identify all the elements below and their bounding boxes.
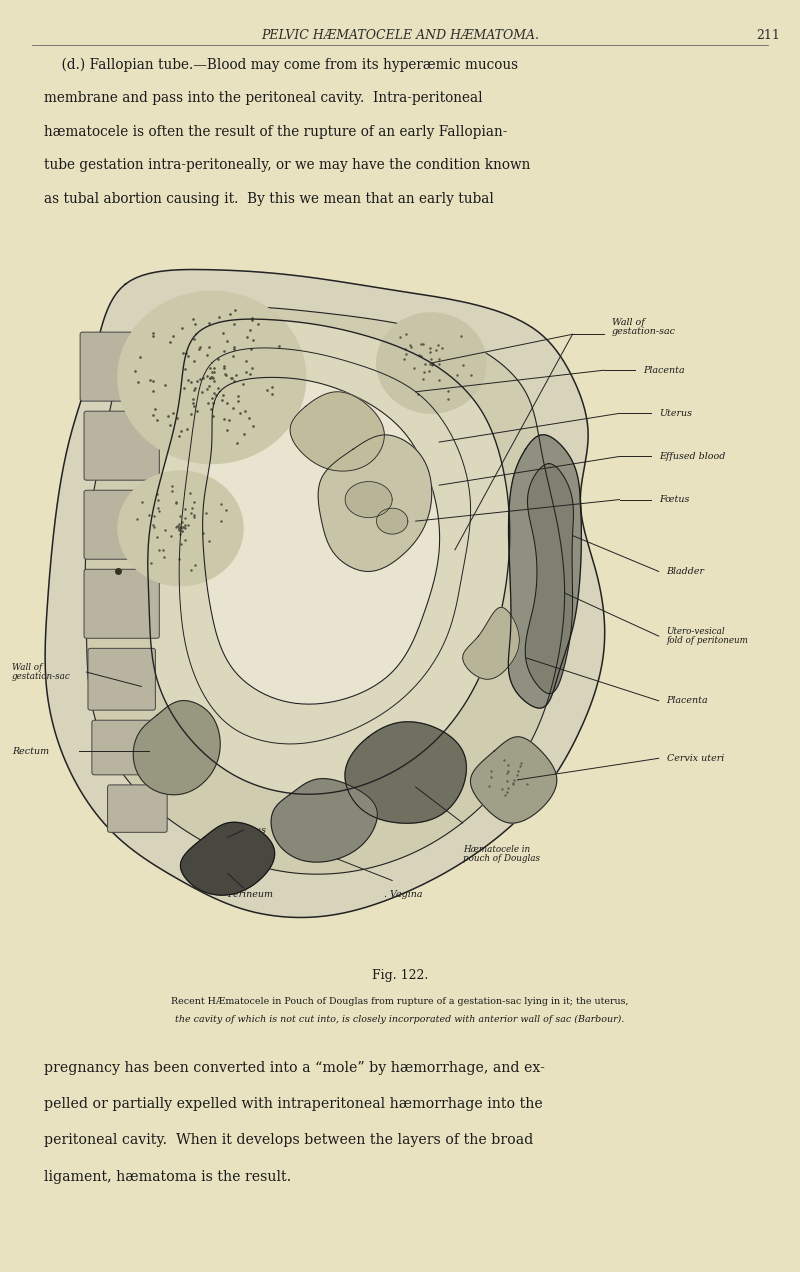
Polygon shape: [377, 509, 408, 534]
Text: pelled or partially expelled with intraperitoneal hæmorrhage into the: pelled or partially expelled with intrap…: [44, 1096, 542, 1112]
Text: Utero-vesical
fold of peritoneum: Utero-vesical fold of peritoneum: [666, 627, 749, 645]
Text: ligament, hæmatoma is the result.: ligament, hæmatoma is the result.: [44, 1170, 291, 1184]
Text: as tubal abortion causing it.  By this we mean that an early tubal: as tubal abortion causing it. By this we…: [44, 192, 494, 206]
Polygon shape: [462, 607, 519, 679]
Text: Anus: Anus: [243, 826, 267, 834]
Text: Wall of
gestation-sac: Wall of gestation-sac: [612, 318, 676, 337]
Polygon shape: [86, 305, 565, 874]
FancyBboxPatch shape: [84, 411, 159, 480]
Circle shape: [118, 471, 243, 586]
FancyBboxPatch shape: [84, 570, 159, 639]
FancyBboxPatch shape: [80, 332, 163, 401]
Text: Perineum: Perineum: [227, 890, 274, 899]
Text: 211: 211: [756, 28, 780, 42]
Text: tube gestation intra-peritoneally, or we may have the condition known: tube gestation intra-peritoneally, or we…: [44, 158, 530, 173]
Text: Fig. 122.: Fig. 122.: [372, 969, 428, 982]
Text: (d.) Fallopian tube.—Blood may come from its hyperæmic mucous: (d.) Fallopian tube.—Blood may come from…: [44, 57, 518, 71]
FancyBboxPatch shape: [92, 720, 151, 775]
Polygon shape: [526, 463, 574, 693]
Polygon shape: [134, 701, 220, 795]
Text: the cavity of which is not cut into, is closely incorporated with anterior wall : the cavity of which is not cut into, is …: [175, 1015, 625, 1024]
FancyBboxPatch shape: [107, 785, 167, 832]
Polygon shape: [45, 270, 605, 917]
Text: Wall of
gestation-sac: Wall of gestation-sac: [12, 663, 70, 682]
Polygon shape: [470, 736, 557, 823]
Polygon shape: [318, 435, 432, 571]
Text: Hæmatocele in
pouch of Douglas: Hæmatocele in pouch of Douglas: [462, 845, 540, 864]
Polygon shape: [148, 319, 510, 794]
Circle shape: [377, 313, 486, 413]
Polygon shape: [345, 721, 466, 823]
Text: PELVIC HÆMATOCELE AND HÆMATOMA.: PELVIC HÆMATOCELE AND HÆMATOMA.: [261, 28, 539, 42]
Text: Bladder: Bladder: [666, 567, 705, 576]
Text: pregnancy has been converted into a “mole” by hæmorrhage, and ex-: pregnancy has been converted into a “mol…: [44, 1061, 545, 1075]
Polygon shape: [271, 778, 378, 862]
Text: Effused blood: Effused blood: [658, 452, 725, 460]
Text: Uterus: Uterus: [658, 408, 692, 417]
Text: . Vagina: . Vagina: [384, 890, 423, 899]
Polygon shape: [181, 822, 274, 895]
Text: hæmatocele is often the result of the rupture of an early Fallopian-: hæmatocele is often the result of the ru…: [44, 125, 507, 139]
Polygon shape: [345, 482, 392, 518]
Polygon shape: [290, 392, 384, 471]
Text: Cervix uteri: Cervix uteri: [666, 754, 724, 763]
FancyBboxPatch shape: [84, 490, 159, 560]
Text: Recent HÆmatocele in Pouch of Douglas from rupture of a gestation-sac lying in i: Recent HÆmatocele in Pouch of Douglas fr…: [171, 997, 629, 1006]
Text: Fœtus: Fœtus: [658, 495, 689, 504]
Text: Placenta: Placenta: [643, 366, 685, 375]
Text: peritoneal cavity.  When it develops between the layers of the broad: peritoneal cavity. When it develops betw…: [44, 1133, 534, 1147]
Text: Rectum: Rectum: [12, 747, 49, 756]
Polygon shape: [508, 435, 582, 709]
Text: Placenta: Placenta: [666, 696, 708, 705]
Circle shape: [118, 291, 306, 464]
Polygon shape: [202, 378, 440, 705]
Text: membrane and pass into the peritoneal cavity.  Intra-peritoneal: membrane and pass into the peritoneal ca…: [44, 92, 482, 106]
FancyBboxPatch shape: [88, 649, 155, 710]
